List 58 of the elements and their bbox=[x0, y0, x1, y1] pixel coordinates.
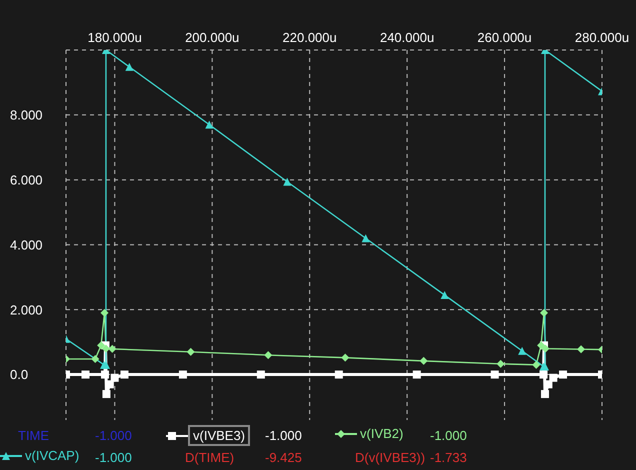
point bbox=[532, 360, 540, 369]
x-tick-label: 260.000u bbox=[477, 30, 532, 45]
point bbox=[540, 308, 548, 317]
text: -1.000 bbox=[95, 450, 132, 465]
point bbox=[549, 374, 558, 382]
legend-label: v(IVBE3) bbox=[188, 425, 250, 446]
point bbox=[102, 390, 110, 398]
point bbox=[100, 308, 108, 317]
point bbox=[97, 341, 106, 350]
point bbox=[264, 351, 272, 360]
point bbox=[537, 341, 546, 350]
point bbox=[362, 234, 370, 242]
point bbox=[205, 120, 214, 129]
point bbox=[496, 360, 505, 368]
y-tick-label: 0.0 bbox=[10, 367, 28, 382]
point bbox=[334, 370, 343, 379]
text: -1.000 bbox=[430, 428, 467, 443]
text: -1.733 bbox=[430, 450, 467, 465]
point bbox=[125, 62, 134, 71]
x-tick-label: 180.000u bbox=[88, 30, 142, 45]
point bbox=[256, 370, 265, 379]
point bbox=[541, 344, 550, 353]
point bbox=[577, 345, 586, 354]
point bbox=[518, 346, 526, 355]
point bbox=[100, 370, 109, 379]
y-tick-label: 2.000 bbox=[10, 302, 43, 318]
point bbox=[91, 354, 100, 363]
point bbox=[341, 354, 350, 362]
point bbox=[540, 390, 549, 398]
text: -1.000 bbox=[95, 428, 132, 443]
point bbox=[110, 374, 119, 382]
point bbox=[102, 344, 110, 353]
point bbox=[412, 370, 421, 379]
legend-label: v(IVB2) bbox=[359, 425, 404, 442]
x-tick-label: 240.000u bbox=[380, 30, 434, 45]
text: TIME bbox=[18, 428, 50, 443]
point bbox=[108, 344, 116, 353]
text: D(TIME) bbox=[185, 450, 234, 465]
text: -1.000 bbox=[265, 428, 302, 443]
text: -9.425 bbox=[265, 450, 302, 465]
x-tick-label: 280.000u bbox=[574, 30, 630, 45]
x-tick-label: 220.000u bbox=[282, 30, 337, 45]
point bbox=[490, 370, 499, 379]
point bbox=[540, 370, 548, 379]
legend-label: v(IVCAP) bbox=[24, 447, 80, 464]
y-tick-label: 8.000 bbox=[10, 108, 43, 123]
y-tick-label: 6.000 bbox=[10, 172, 43, 188]
point bbox=[559, 370, 568, 379]
point bbox=[420, 356, 428, 365]
point bbox=[178, 370, 187, 379]
x-tick-label: 200.000u bbox=[185, 30, 240, 45]
point bbox=[120, 370, 128, 379]
point bbox=[440, 291, 449, 300]
point bbox=[186, 348, 195, 356]
point bbox=[81, 370, 90, 379]
text: D(v(IVBE3)) bbox=[355, 450, 426, 465]
point bbox=[283, 178, 292, 186]
y-tick-label: 4.000 bbox=[10, 237, 43, 252]
